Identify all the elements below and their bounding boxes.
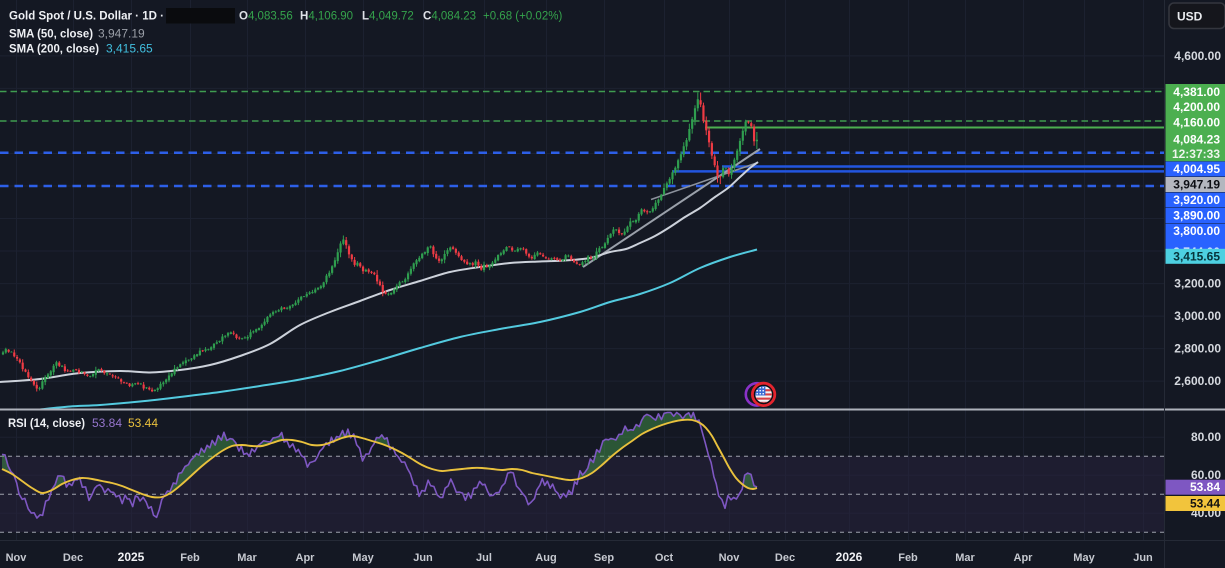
svg-text:USD: USD <box>1177 10 1203 24</box>
svg-text:3,200.00: 3,200.00 <box>1174 277 1221 291</box>
svg-text:3,800.00: 3,800.00 <box>1173 224 1220 238</box>
svg-text:80.00: 80.00 <box>1191 430 1221 444</box>
svg-text:4,381.00: 4,381.00 <box>1173 85 1220 99</box>
svg-text:3,415.65: 3,415.65 <box>106 42 153 56</box>
svg-text:Sep: Sep <box>594 552 614 564</box>
svg-text:Gold Spot / U.S. Dollar · 1D ·: Gold Spot / U.S. Dollar · 1D · <box>9 9 164 23</box>
svg-text:4,200.00: 4,200.00 <box>1173 100 1220 114</box>
svg-text:3,947.19: 3,947.19 <box>98 27 145 41</box>
svg-text:3,744.00: 3,744.00 <box>1173 245 1220 259</box>
svg-text:4,160.00: 4,160.00 <box>1173 116 1220 130</box>
svg-text:60.00: 60.00 <box>1191 468 1221 482</box>
svg-text:Feb: Feb <box>898 552 918 564</box>
svg-text:53.84: 53.84 <box>1190 480 1220 494</box>
svg-text:53.84: 53.84 <box>92 416 122 430</box>
svg-text:3,000.00: 3,000.00 <box>1174 309 1221 323</box>
svg-text:53.44: 53.44 <box>1190 497 1220 511</box>
svg-text:Nov: Nov <box>6 552 28 564</box>
svg-text:May: May <box>1073 552 1095 564</box>
svg-text:4,084.23: 4,084.23 <box>1173 132 1220 146</box>
svg-text:4,004.95: 4,004.95 <box>1173 162 1220 176</box>
svg-text:12:37:33: 12:37:33 <box>1172 147 1220 161</box>
svg-text:Apr: Apr <box>296 552 316 564</box>
svg-text:Oct: Oct <box>655 552 674 564</box>
svg-text:Dec: Dec <box>63 552 83 564</box>
svg-text:Dec: Dec <box>775 552 795 564</box>
svg-text:May: May <box>352 552 374 564</box>
svg-text:Jun: Jun <box>1133 552 1153 564</box>
svg-text:3,890.00: 3,890.00 <box>1173 209 1220 223</box>
svg-text:Jul: Jul <box>476 552 492 564</box>
svg-text:2025: 2025 <box>118 550 145 564</box>
svg-text:Feb: Feb <box>180 552 200 564</box>
svg-text:Jun: Jun <box>413 552 433 564</box>
svg-text:3,947.19: 3,947.19 <box>1173 178 1220 192</box>
svg-text:RSI (14, close): RSI (14, close) <box>8 416 85 430</box>
svg-text:4,600.00: 4,600.00 <box>1174 49 1221 63</box>
svg-text:3,415.65: 3,415.65 <box>1173 249 1220 263</box>
svg-text:3,920.00: 3,920.00 <box>1173 193 1220 207</box>
svg-text:Aug: Aug <box>535 552 556 564</box>
svg-text:53.44: 53.44 <box>128 416 158 430</box>
svg-text:2,600.00: 2,600.00 <box>1174 374 1221 388</box>
svg-text:Mar: Mar <box>955 552 975 564</box>
svg-text:2026: 2026 <box>836 550 863 564</box>
svg-text:SMA (50, close): SMA (50, close) <box>9 27 93 41</box>
svg-text:Nov: Nov <box>719 552 741 564</box>
svg-text:SMA (200, close): SMA (200, close) <box>9 42 99 56</box>
svg-text:Mar: Mar <box>237 552 257 564</box>
svg-text:2,800.00: 2,800.00 <box>1174 342 1221 356</box>
svg-text:Apr: Apr <box>1014 552 1034 564</box>
